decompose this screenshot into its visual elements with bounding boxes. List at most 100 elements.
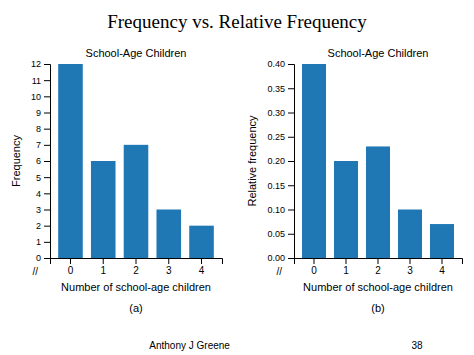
tick-label: 0.15 bbox=[267, 181, 285, 191]
chart-root: Frequency vs. Relative Frequency01234012… bbox=[0, 0, 474, 355]
y-tick: 0.00 bbox=[267, 253, 294, 263]
tick-mark bbox=[201, 258, 202, 264]
tick-label: 1 bbox=[100, 265, 106, 276]
tick-label: 2 bbox=[36, 221, 41, 231]
tick-label: 9 bbox=[36, 108, 41, 118]
y-tick: 0.35 bbox=[267, 84, 294, 94]
tick-mark bbox=[44, 258, 50, 259]
y-axis-title: Relative frequency bbox=[246, 115, 258, 207]
tick-mark bbox=[44, 96, 50, 97]
y-tick: 6 bbox=[36, 156, 50, 166]
y-tick: 0.10 bbox=[267, 205, 294, 215]
tick-mark bbox=[44, 145, 50, 146]
x-tick: 3 bbox=[166, 258, 172, 276]
subplot-title: School-Age Children bbox=[328, 47, 429, 59]
y-axis-title: Frequency bbox=[10, 135, 22, 187]
tick-label: 3 bbox=[36, 205, 41, 215]
y-tick: 7 bbox=[36, 140, 50, 150]
bar bbox=[189, 226, 214, 258]
y-tick: 9 bbox=[36, 108, 50, 118]
tick-label: 3 bbox=[407, 265, 413, 276]
panel-label: (a) bbox=[129, 302, 142, 314]
tick-mark bbox=[288, 258, 294, 259]
axis-line bbox=[51, 259, 223, 265]
axis-break-mark: // bbox=[276, 266, 282, 277]
figure-title: Frequency vs. Relative Frequency bbox=[107, 11, 367, 32]
x-tick: 4 bbox=[199, 258, 205, 276]
tick-label: 0.05 bbox=[267, 229, 285, 239]
bars bbox=[302, 64, 454, 258]
tick-label: 0.00 bbox=[267, 253, 285, 263]
tick-mark bbox=[44, 113, 50, 114]
bar bbox=[302, 64, 326, 258]
tick-label: 12 bbox=[31, 59, 41, 69]
tick-mark bbox=[288, 185, 294, 186]
bar bbox=[156, 210, 181, 259]
axis-line bbox=[44, 65, 51, 259]
tick-label: 7 bbox=[36, 140, 41, 150]
tick-label: 0.40 bbox=[267, 59, 285, 69]
y-tick: 0.20 bbox=[267, 156, 294, 166]
tick-mark bbox=[44, 64, 50, 65]
bar bbox=[91, 161, 116, 258]
tick-mark bbox=[288, 64, 294, 65]
tick-label: 0 bbox=[311, 265, 317, 276]
tick-label: 4 bbox=[199, 265, 205, 276]
y-tick: 0.15 bbox=[267, 181, 294, 191]
x-tick: 3 bbox=[407, 258, 413, 276]
tick-mark bbox=[136, 258, 137, 264]
y-tick: 4 bbox=[36, 189, 50, 199]
y-axis: 0.00 0.05 0.10 0.15 0.20 0.25 0.30 0.35 0.40 bbox=[267, 59, 294, 263]
tick-mark bbox=[44, 177, 50, 178]
tick-mark bbox=[288, 161, 294, 162]
subplot: 012340123456789101112School-Age Children… bbox=[10, 47, 223, 314]
y-tick: 10 bbox=[31, 92, 50, 102]
tick-mark bbox=[288, 113, 294, 114]
tick-mark bbox=[44, 80, 50, 81]
tick-mark bbox=[288, 137, 294, 138]
tick-mark bbox=[288, 210, 294, 211]
x-tick: 4 bbox=[439, 258, 445, 276]
tick-mark bbox=[168, 258, 169, 264]
y-tick: 0 bbox=[36, 253, 50, 263]
axis-line bbox=[288, 65, 295, 259]
tick-label: 1 bbox=[36, 237, 41, 247]
tick-label: 4 bbox=[36, 189, 41, 199]
subplot: 012340.000.050.100.150.200.250.300.350.4… bbox=[246, 47, 463, 314]
y-tick: 3 bbox=[36, 205, 50, 215]
y-tick: 11 bbox=[32, 76, 50, 86]
tick-mark bbox=[288, 88, 294, 89]
bar bbox=[366, 146, 390, 258]
tick-mark bbox=[314, 258, 315, 264]
tick-mark bbox=[410, 258, 411, 264]
y-tick: 0.25 bbox=[267, 132, 294, 142]
y-axis: 0123456789101112 bbox=[31, 59, 51, 263]
tick-label: 0.35 bbox=[267, 84, 285, 94]
x-axis: 01234 bbox=[295, 258, 463, 276]
bars bbox=[58, 64, 214, 258]
tick-label: 0.20 bbox=[267, 156, 285, 166]
x-axis-title: Number of school-age children bbox=[303, 281, 453, 293]
tick-label: 0.30 bbox=[267, 108, 285, 118]
y-tick: 5 bbox=[36, 173, 50, 183]
tick-mark bbox=[378, 258, 379, 264]
tick-label: 2 bbox=[133, 265, 139, 276]
x-tick: 1 bbox=[100, 258, 106, 276]
tick-label: 0.25 bbox=[267, 132, 285, 142]
bar bbox=[58, 64, 83, 258]
tick-mark bbox=[442, 258, 443, 264]
tick-mark bbox=[44, 129, 50, 130]
tick-label: 8 bbox=[36, 124, 41, 134]
tick-mark bbox=[44, 242, 50, 243]
tick-label: 3 bbox=[166, 265, 172, 276]
tick-label: 0 bbox=[36, 253, 41, 263]
y-tick: 0.40 bbox=[267, 59, 294, 69]
tick-label: 1 bbox=[343, 265, 349, 276]
bar bbox=[398, 210, 422, 259]
y-tick: 2 bbox=[36, 221, 50, 231]
tick-mark bbox=[288, 234, 294, 235]
y-tick: 1 bbox=[36, 237, 50, 247]
tick-mark bbox=[346, 258, 347, 264]
tick-label: 10 bbox=[31, 92, 41, 102]
y-tick: 0.30 bbox=[267, 108, 294, 118]
